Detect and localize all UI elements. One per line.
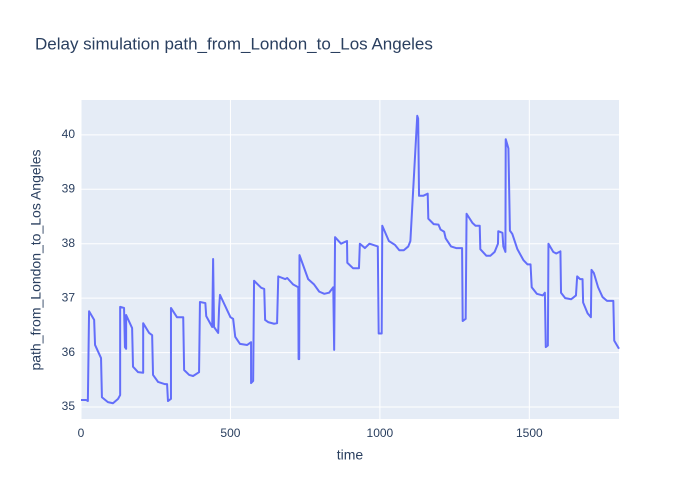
y-tick-label: 40 xyxy=(62,127,76,141)
y-tick-label: 35 xyxy=(62,399,76,413)
x-tick-label: 500 xyxy=(220,426,240,440)
x-tick-label: 0 xyxy=(78,426,85,440)
x-axis-title: time xyxy=(337,447,364,463)
chart-title: Delay simulation path_from_London_to_Los… xyxy=(35,34,433,53)
y-tick-label: 38 xyxy=(62,236,76,250)
data-line xyxy=(81,114,620,405)
y-tick-label: 39 xyxy=(62,181,76,195)
y-tick-label: 37 xyxy=(62,290,76,304)
y-axis-title: path_from_London_to_Los Angeles xyxy=(28,149,44,370)
plot-area xyxy=(81,100,619,419)
x-tick-label: 1000 xyxy=(367,426,394,440)
y-tick-label: 36 xyxy=(62,345,76,359)
x-tick-label: 1500 xyxy=(516,426,543,440)
